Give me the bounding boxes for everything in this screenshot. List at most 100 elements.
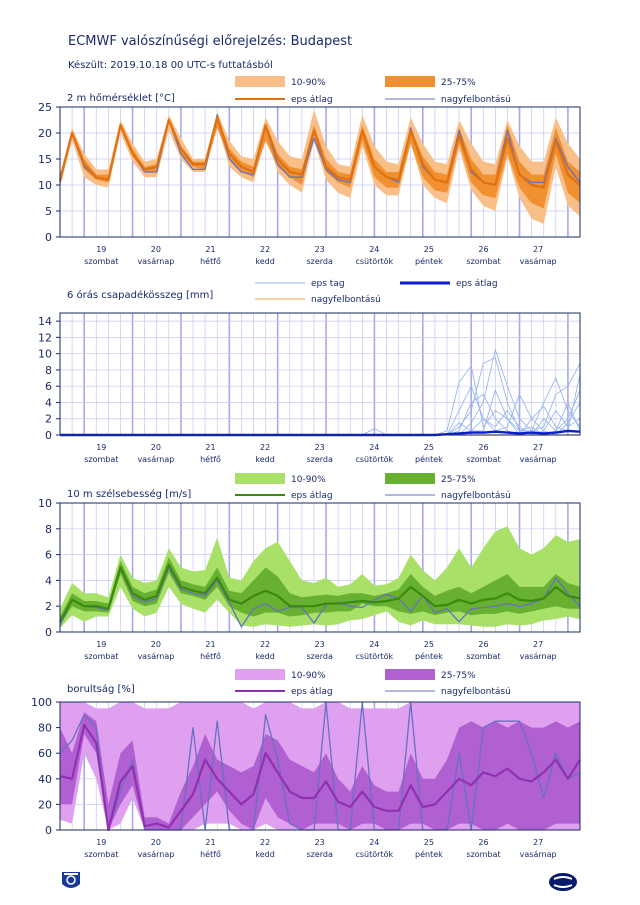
wind-day-number: 19 [96,640,106,649]
wind-ytick-label: 2 [45,600,52,613]
cloud-day-number: 20 [151,838,161,847]
temp-day-name: szombat [466,257,500,266]
wind-hires-line [59,566,581,628]
precip-ytick-label: 14 [38,315,52,328]
cloud-day-number: 21 [205,838,215,847]
wind-day-name: szerda [306,652,333,661]
wind-day-number: 26 [478,640,488,649]
cloud-legend-mean-label: eps átlag [291,687,333,697]
precip-ytick-label: 4 [45,396,52,409]
cloud-day-name: szombat [84,850,118,859]
temp-day-name: vasárnap [137,257,174,266]
cloud-ytick-label: 100 [31,696,52,709]
temp-mean-line [58,116,581,189]
temp-ytick-label: 25 [38,101,52,114]
temp-ytick-label: 10 [38,179,52,192]
wind-ytick-label: 0 [45,626,52,639]
temp-day-name: szombat [84,257,118,266]
cloud-panel-title: borultság [%] [67,683,135,695]
precip-day-name: kedd [255,455,274,464]
wind-legend-p25-75-swatch [385,473,435,484]
wind-plot-frame [59,502,581,633]
wind-day-number: 21 [205,640,215,649]
cloud-legend-p25-75-swatch [385,669,435,680]
temp-day-name: kedd [255,257,274,266]
wind-legend-mean-label: eps átlag [291,491,333,501]
temp-legend-p25-75-label: 25-75% [441,78,476,88]
temp-day-number: 22 [260,245,270,254]
page-title: ECMWF valószínűségi előrejelzés: Budapes… [68,34,353,49]
temp-day-name: péntek [415,256,443,266]
temp-day-name: szerda [306,257,333,266]
precip-legend-mean-label: eps átlag [456,279,498,289]
cloud-day-number: 25 [424,838,434,847]
precip-plot-frame [59,312,581,436]
precip-day-number: 22 [260,443,270,452]
precip-day-number: 23 [315,443,325,452]
cloud-day-name: péntek [415,849,443,859]
wind-day-name: hétfő [200,651,221,661]
precip-member-line-2 [60,349,581,436]
wind-day-number: 27 [533,640,543,649]
temp-panel-title: 2 m hőmérséklet [°C] [67,92,175,104]
precip-day-name: csütörtök [355,455,393,464]
precip-day-name: szombat [466,455,500,464]
cloud-day-name: szombat [466,850,500,859]
cloud-plot-frame [59,701,581,831]
wind-day-name: vasárnap [520,652,557,661]
temp-day-number: 24 [369,245,379,254]
precip-ytick-label: 2 [45,413,52,426]
cloud-day-name: vasárnap [520,850,557,859]
precip-day-name: vasárnap [137,455,174,464]
wind-day-number: 25 [424,640,434,649]
cloud-day-number: 23 [315,838,325,847]
wind-day-name: kedd [255,652,274,661]
cloud-ytick-label: 20 [38,798,52,811]
precip-legend-hires-label: nagyfelbontású [311,295,381,305]
temp-day-number: 19 [96,245,106,254]
wind-day-number: 20 [151,640,161,649]
cloud-day-name: szerda [306,850,333,859]
cloud-legend-p10-90-label: 10-90% [291,671,326,681]
run-subtitle: Készült: 2019.10.18 00 UTC-s futtatásból [68,60,273,71]
temp-day-number: 26 [478,245,488,254]
wind-ytick-label: 10 [38,497,52,510]
precip-day-number: 20 [151,443,161,452]
temp-day-number: 21 [205,245,215,254]
wind-legend-p25-75-label: 25-75% [441,475,476,485]
precip-day-number: 26 [478,443,488,452]
wind-day-name: szombat [84,652,118,661]
wind-legend-p10-90-label: 10-90% [291,475,326,485]
cloud-day-number: 19 [96,838,106,847]
wind-day-name: csütörtök [355,652,393,661]
precip-mean-line [60,429,581,437]
precip-ytick-label: 0 [45,429,52,442]
cloud-ytick-label: 80 [38,722,52,735]
temp-ytick-label: 15 [38,153,52,166]
temp-day-name: vasárnap [520,257,557,266]
precip-legend-member-label: eps tag [311,279,345,289]
cloud-day-number: 26 [478,838,488,847]
cloud-mean-line [59,723,581,832]
wind-mean-line [59,563,581,623]
precip-day-number: 24 [369,443,379,452]
omsz-logo [62,872,80,888]
temp-plot-frame [59,106,581,238]
temp-day-name: hétfő [200,256,221,266]
wind-day-name: péntek [415,651,443,661]
cloud-legend-p10-90-swatch [235,669,285,680]
cloud-ytick-label: 0 [45,824,52,837]
wind-panel-title: 10 m szélsebesség [m/s] [67,488,191,500]
temp-ytick-label: 5 [45,205,52,218]
precip-member-line-3 [60,385,581,436]
precip-day-name: szerda [306,455,333,464]
temp-day-name: csütörtök [355,257,393,266]
cloud-day-number: 22 [260,838,270,847]
precip-ytick-label: 6 [45,380,52,393]
wind-day-name: szombat [466,652,500,661]
temp-legend-p10-90-swatch [235,76,285,87]
precip-day-name: hétfő [200,454,221,464]
precip-day-number: 25 [424,443,434,452]
wind-ytick-label: 4 [45,574,52,587]
